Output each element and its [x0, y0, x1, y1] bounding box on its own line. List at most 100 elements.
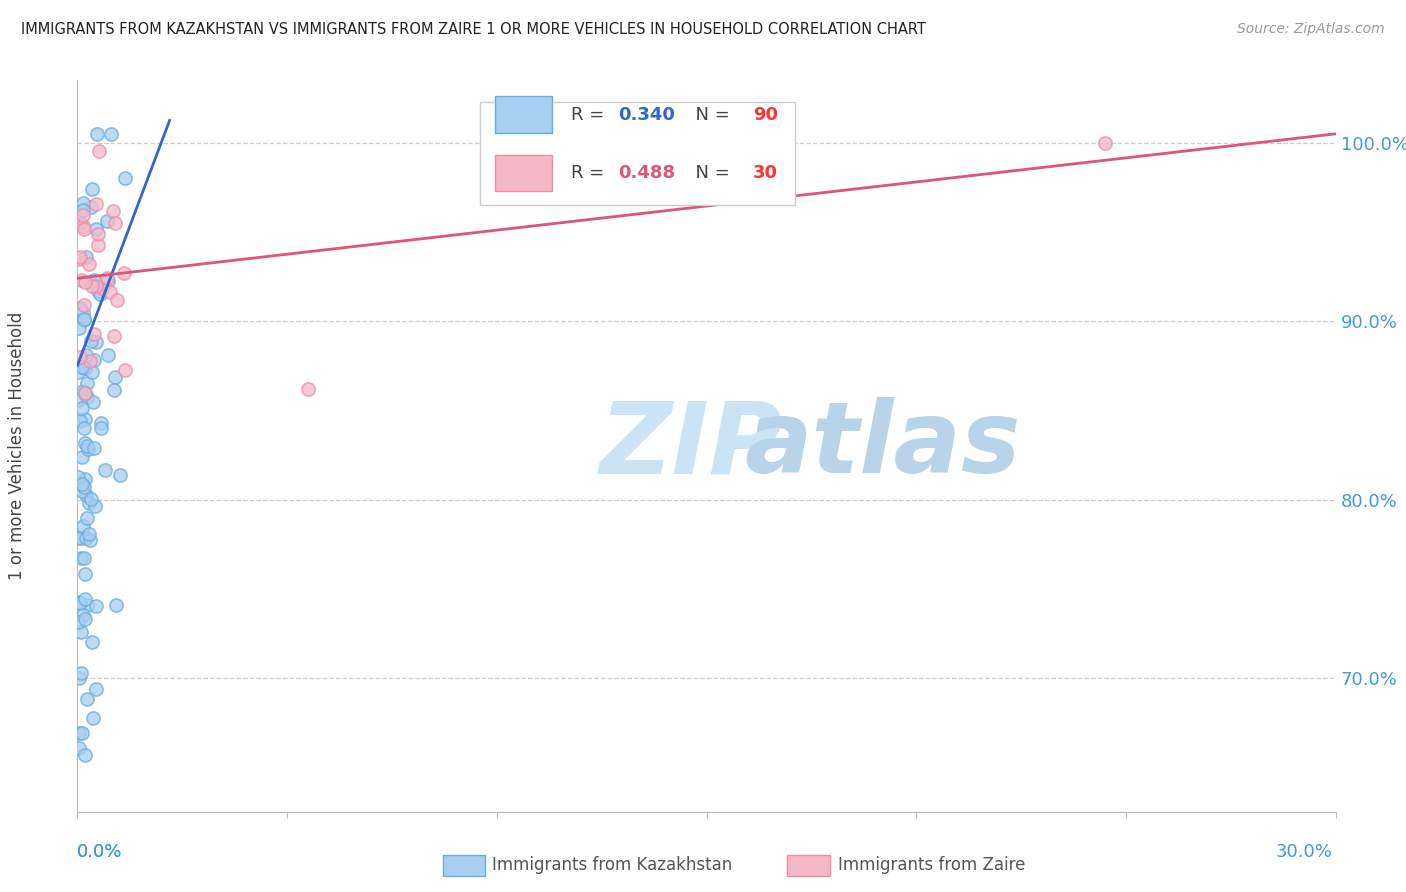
Point — [69, 625, 91, 640]
Point — [84, 222, 107, 236]
Point — [75, 412, 97, 426]
Point — [75, 436, 97, 450]
Point — [70, 359, 93, 374]
Text: Immigrants from Zaire: Immigrants from Zaire — [838, 856, 1025, 874]
Point — [98, 285, 121, 299]
Point — [72, 208, 94, 222]
Point — [100, 127, 122, 141]
Text: 30.0%: 30.0% — [1277, 843, 1333, 861]
Point — [76, 599, 98, 613]
Point — [87, 227, 110, 241]
Point — [82, 278, 104, 293]
Text: 90: 90 — [754, 105, 778, 124]
Point — [87, 238, 110, 252]
Point — [69, 216, 91, 230]
Point — [105, 598, 128, 612]
Point — [69, 250, 91, 264]
Point — [73, 360, 96, 375]
Point — [83, 499, 105, 513]
Point — [89, 421, 111, 435]
Text: 1 or more Vehicles in Household: 1 or more Vehicles in Household — [8, 312, 25, 580]
Point — [76, 511, 98, 525]
Point — [67, 252, 90, 267]
Point — [101, 203, 124, 218]
Point — [67, 531, 90, 545]
Point — [90, 417, 112, 431]
Point — [82, 711, 104, 725]
Point — [72, 298, 94, 312]
Point — [70, 551, 93, 566]
Point — [73, 472, 96, 486]
Point — [83, 352, 105, 367]
Point — [80, 334, 103, 348]
Point — [82, 635, 104, 649]
Point — [114, 363, 136, 377]
Text: 0.0%: 0.0% — [77, 843, 122, 861]
Point — [75, 591, 97, 606]
Point — [97, 349, 120, 363]
Text: IMMIGRANTS FROM KAZAKHSTAN VS IMMIGRANTS FROM ZAIRE 1 OR MORE VEHICLES IN HOUSEH: IMMIGRANTS FROM KAZAKHSTAN VS IMMIGRANTS… — [21, 22, 927, 37]
Point — [96, 274, 118, 288]
Point — [84, 279, 107, 293]
Point — [80, 365, 103, 379]
Text: ZIP: ZIP — [599, 398, 783, 494]
Point — [73, 385, 96, 400]
Point — [103, 329, 125, 343]
Point — [86, 127, 108, 141]
Point — [69, 665, 91, 680]
Point — [75, 386, 97, 401]
Point — [75, 275, 97, 289]
Point — [76, 692, 98, 706]
Point — [77, 442, 100, 457]
Text: 0.488: 0.488 — [619, 164, 675, 182]
Point — [72, 305, 94, 319]
Point — [67, 594, 90, 608]
Point — [83, 272, 105, 286]
Point — [67, 392, 90, 407]
Point — [70, 477, 93, 491]
Text: R =: R = — [571, 164, 610, 182]
Point — [70, 450, 93, 464]
FancyBboxPatch shape — [495, 96, 551, 133]
Point — [72, 384, 94, 399]
Point — [73, 421, 96, 435]
FancyBboxPatch shape — [495, 155, 551, 192]
Point — [112, 266, 135, 280]
Point — [89, 287, 111, 301]
Point — [72, 726, 94, 740]
Point — [69, 596, 91, 610]
Point — [72, 196, 94, 211]
Point — [89, 144, 111, 158]
Point — [70, 401, 93, 415]
Point — [82, 395, 104, 409]
Text: 0.0%: 0.0% — [77, 843, 122, 861]
Point — [80, 492, 103, 507]
Text: Source: ZipAtlas.com: Source: ZipAtlas.com — [1237, 22, 1385, 37]
Point — [86, 682, 108, 697]
Point — [96, 271, 118, 285]
Point — [104, 216, 127, 230]
Point — [66, 615, 89, 629]
Point — [83, 441, 105, 455]
Point — [73, 480, 96, 494]
Point — [73, 566, 96, 581]
Point — [70, 483, 93, 498]
Point — [73, 551, 96, 566]
Point — [75, 488, 97, 502]
Point — [84, 599, 107, 614]
Point — [80, 182, 103, 196]
Point — [76, 390, 98, 404]
Point — [66, 365, 89, 379]
Point — [79, 354, 101, 368]
Text: atlas: atlas — [744, 398, 1021, 494]
Point — [86, 197, 108, 211]
Text: Immigrants from Kazakhstan: Immigrants from Kazakhstan — [492, 856, 733, 874]
Point — [84, 334, 107, 349]
Text: R =: R = — [571, 105, 610, 124]
Point — [77, 495, 100, 509]
Point — [66, 470, 89, 484]
Point — [94, 463, 117, 477]
Point — [108, 467, 131, 482]
Point — [72, 202, 94, 217]
Point — [67, 321, 90, 335]
